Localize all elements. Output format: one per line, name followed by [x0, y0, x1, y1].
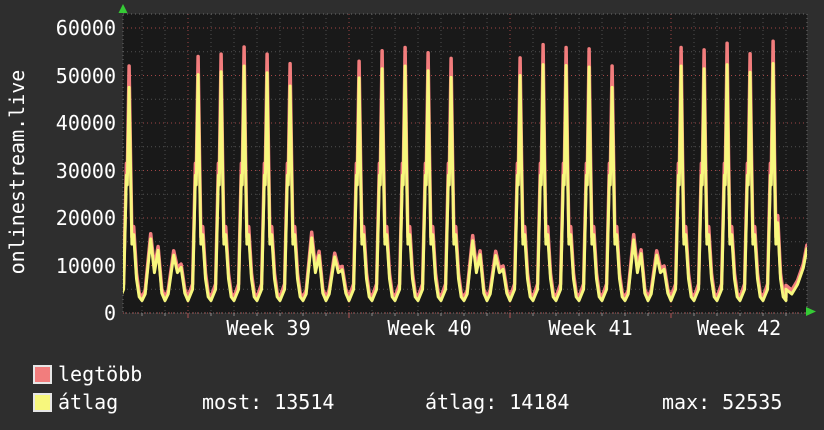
- y-axis-arrow-icon: [118, 4, 128, 13]
- y-axis-tick-label: 40000: [55, 111, 116, 135]
- stat-max-value: 52535: [722, 390, 783, 414]
- y-axis-tick-label: 20000: [55, 206, 116, 230]
- stat-atlag-value: 14184: [509, 390, 570, 414]
- x-axis-week-label: Week 39: [226, 316, 311, 340]
- y-axis-tick-label: 60000: [55, 16, 116, 40]
- legend-swatch-atlag: [33, 393, 52, 412]
- x-axis-week-label: Week 41: [548, 316, 633, 340]
- y-axis-tick-label: 10000: [55, 253, 116, 278]
- stat-max-label: max:: [662, 390, 711, 414]
- stat-most-value: 13514: [274, 390, 335, 414]
- x-axis-arrow-icon: [806, 307, 816, 316]
- y-axis-tick-label: 30000: [55, 158, 116, 183]
- plot-border: [122, 13, 808, 314]
- stat-most: most: 13514: [202, 391, 334, 413]
- legend-label-legtobb: legtöbb: [58, 362, 143, 386]
- stat-atlag: átlag: 14184: [425, 391, 569, 413]
- legend-label-atlag: átlag: [58, 390, 119, 414]
- series-atlag-line: [123, 62, 807, 303]
- y-axis-tick-label: 0: [103, 301, 116, 325]
- stat-most-label: most:: [202, 390, 263, 414]
- legend-swatch-legtobb: [33, 365, 52, 384]
- stat-atlag-label: átlag:: [425, 390, 498, 414]
- y-axis-tick-label: 50000: [55, 63, 116, 88]
- plot-background: [123, 14, 807, 313]
- x-axis-week-label: Week 40: [387, 316, 472, 340]
- x-axis-week-label: Week 42: [696, 316, 782, 340]
- traffic-graph: [118, 4, 816, 318]
- stat-max: max: 52535: [662, 391, 782, 413]
